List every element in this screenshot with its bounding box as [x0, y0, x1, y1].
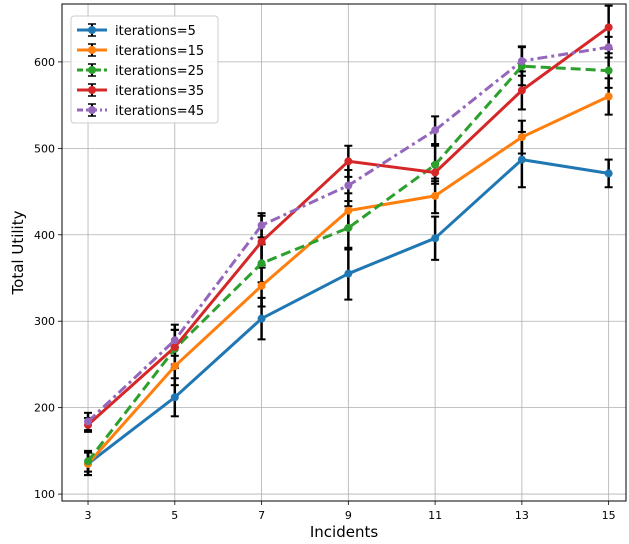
data-point — [170, 393, 179, 402]
data-point — [257, 281, 266, 290]
legend-marker — [88, 66, 96, 74]
legend: iterations=5 iterations=15 iterations=25 it… — [70, 15, 219, 124]
legend-label: iterations=5 — [115, 24, 196, 39]
axis-ticks: 3 5 7 9 11 13 15 100 200 300 400 500 600 — [34, 56, 616, 522]
legend-marker — [88, 26, 96, 34]
data-point — [84, 457, 93, 466]
y-tick-label: 200 — [34, 402, 55, 415]
y-tick-label: 100 — [34, 488, 55, 501]
y-axis-label: Total Utility — [9, 210, 27, 295]
data-point — [431, 168, 440, 177]
data-point — [170, 343, 179, 352]
data-point — [344, 181, 353, 190]
data-point — [257, 221, 266, 230]
data-point — [431, 160, 440, 169]
legend-box — [70, 15, 219, 124]
data-point — [604, 23, 613, 32]
data-point — [604, 43, 613, 52]
data-point — [517, 133, 526, 142]
y-tick-label: 500 — [34, 142, 55, 155]
data-point — [517, 155, 526, 164]
plot-area — [61, 3, 627, 502]
data-point — [604, 169, 613, 178]
x-axis-label: Incidents — [310, 523, 378, 541]
data-point — [344, 206, 353, 215]
data-point — [604, 66, 613, 75]
data-point — [344, 157, 353, 166]
data-point — [517, 86, 526, 95]
y-tick-label: 400 — [34, 229, 55, 242]
x-tick-label: 11 — [428, 509, 442, 522]
x-tick-label: 9 — [345, 509, 352, 522]
y-tick-label: 300 — [34, 315, 55, 328]
legend-marker — [88, 86, 96, 94]
x-tick-label: 15 — [602, 509, 616, 522]
legend-label: iterations=45 — [115, 104, 204, 119]
data-point — [431, 191, 440, 200]
data-point — [170, 336, 179, 345]
data-point — [431, 126, 440, 135]
legend-marker — [88, 106, 96, 114]
data-point — [517, 57, 526, 66]
data-point — [604, 92, 613, 101]
x-tick-label: 7 — [258, 509, 265, 522]
legend-label: iterations=15 — [115, 44, 204, 59]
legend-marker — [88, 46, 96, 54]
data-point — [344, 269, 353, 278]
data-point — [257, 259, 266, 268]
x-tick-label: 5 — [171, 509, 178, 522]
x-tick-label: 13 — [515, 509, 529, 522]
data-point — [257, 314, 266, 323]
data-point — [84, 417, 93, 426]
y-tick-label: 600 — [34, 56, 55, 69]
x-tick-label: 3 — [85, 509, 92, 522]
data-point — [431, 234, 440, 243]
legend-label: iterations=35 — [115, 84, 204, 99]
data-point — [344, 223, 353, 232]
series-markers — [84, 23, 613, 468]
data-point — [257, 237, 266, 246]
data-point — [170, 362, 179, 371]
legend-label: iterations=25 — [115, 64, 204, 79]
